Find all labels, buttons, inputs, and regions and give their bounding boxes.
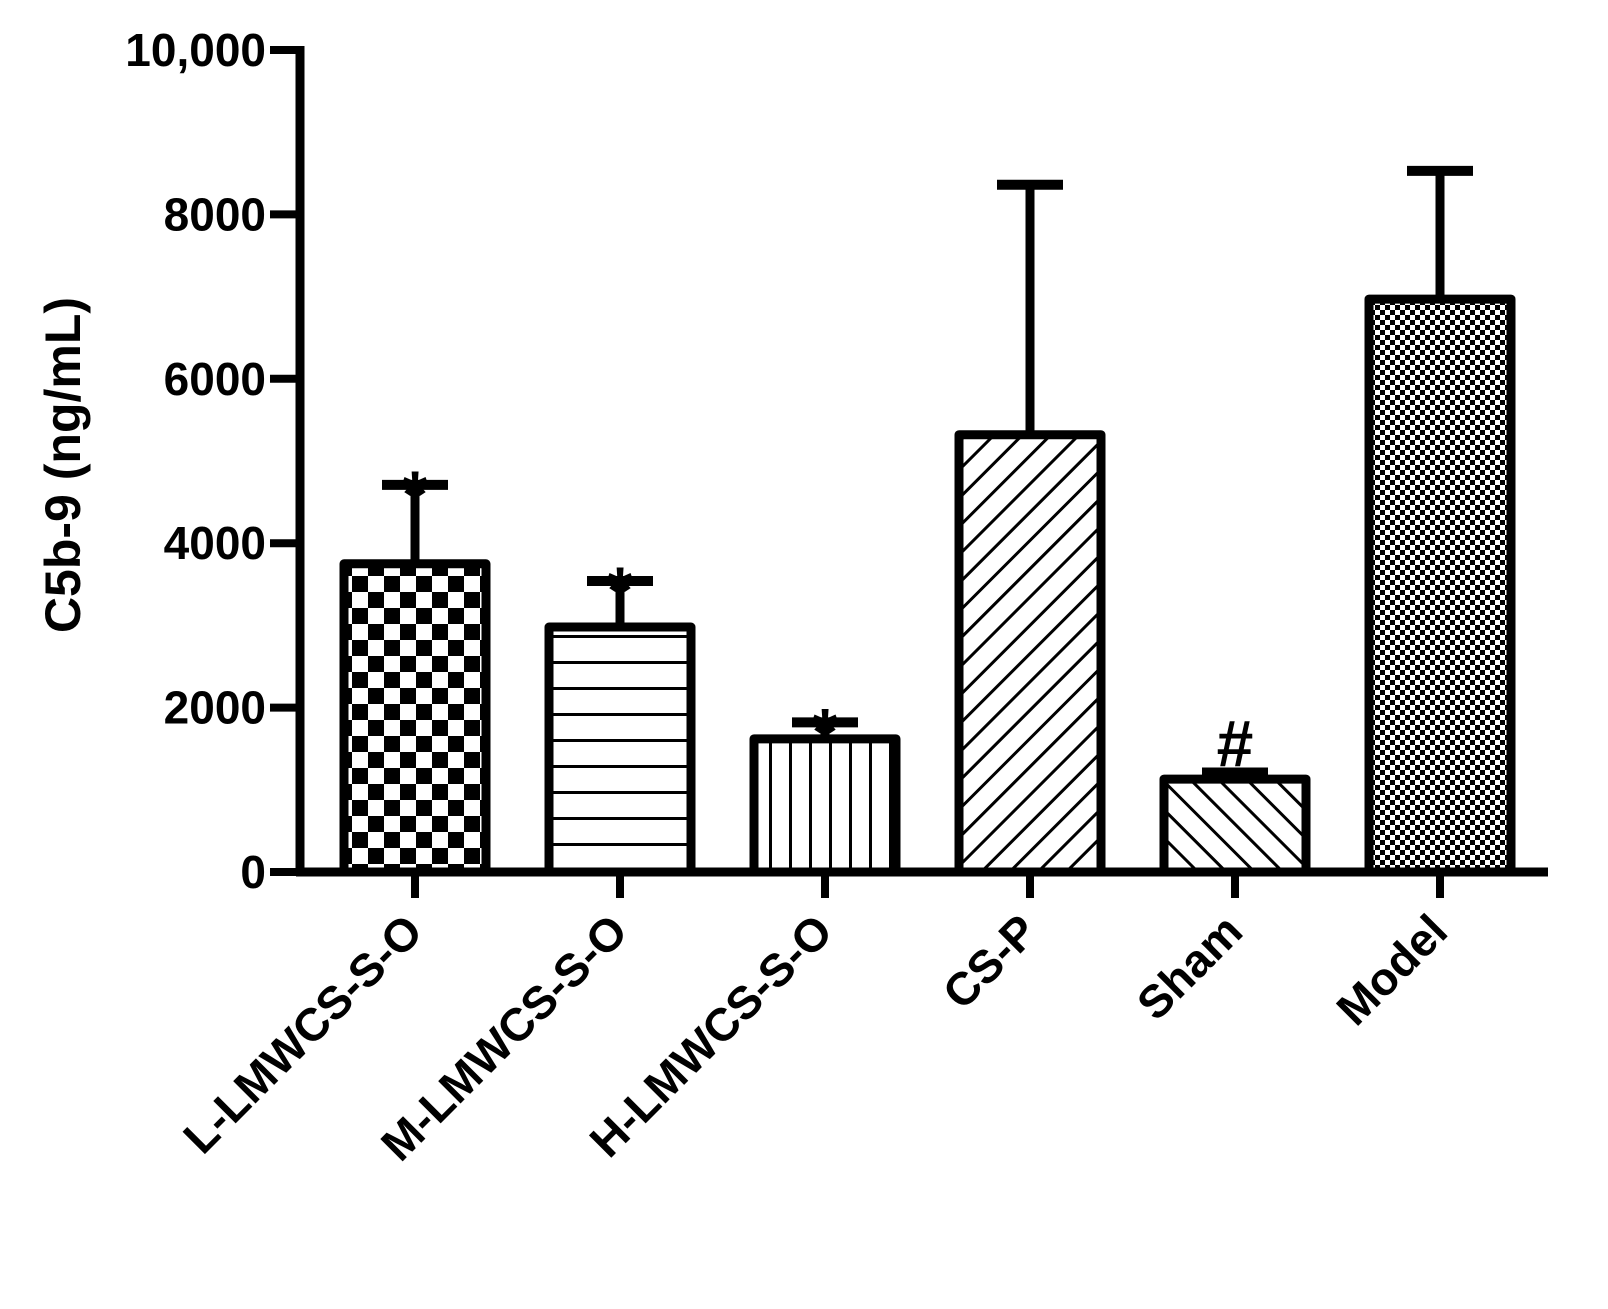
significance-marker: # <box>1217 707 1254 781</box>
category-label: Model <box>1326 904 1457 1035</box>
y-axis-label: C5b-9 (ng/mL) <box>35 297 91 633</box>
y-tick-label: 6000 <box>164 353 266 405</box>
category-label: Sham <box>1127 904 1252 1029</box>
significance-marker: * <box>402 457 428 531</box>
significance-marker: * <box>607 553 633 627</box>
category-label: CS-P <box>933 904 1047 1018</box>
bar-m-lmwcs-s-o <box>544 622 696 877</box>
y-tick-label: 10,000 <box>125 24 266 76</box>
y-tick-label: 2000 <box>164 682 266 734</box>
bar-cs-p <box>954 430 1106 877</box>
bar-sham <box>1159 774 1311 877</box>
y-tick-label: 4000 <box>164 517 266 569</box>
y-tick-label: 0 <box>240 846 266 898</box>
y-tick-label: 8000 <box>164 188 266 240</box>
bar-model <box>1364 294 1516 877</box>
bar-l-lmwcs-s-o <box>339 559 491 877</box>
significance-marker: * <box>812 694 838 768</box>
